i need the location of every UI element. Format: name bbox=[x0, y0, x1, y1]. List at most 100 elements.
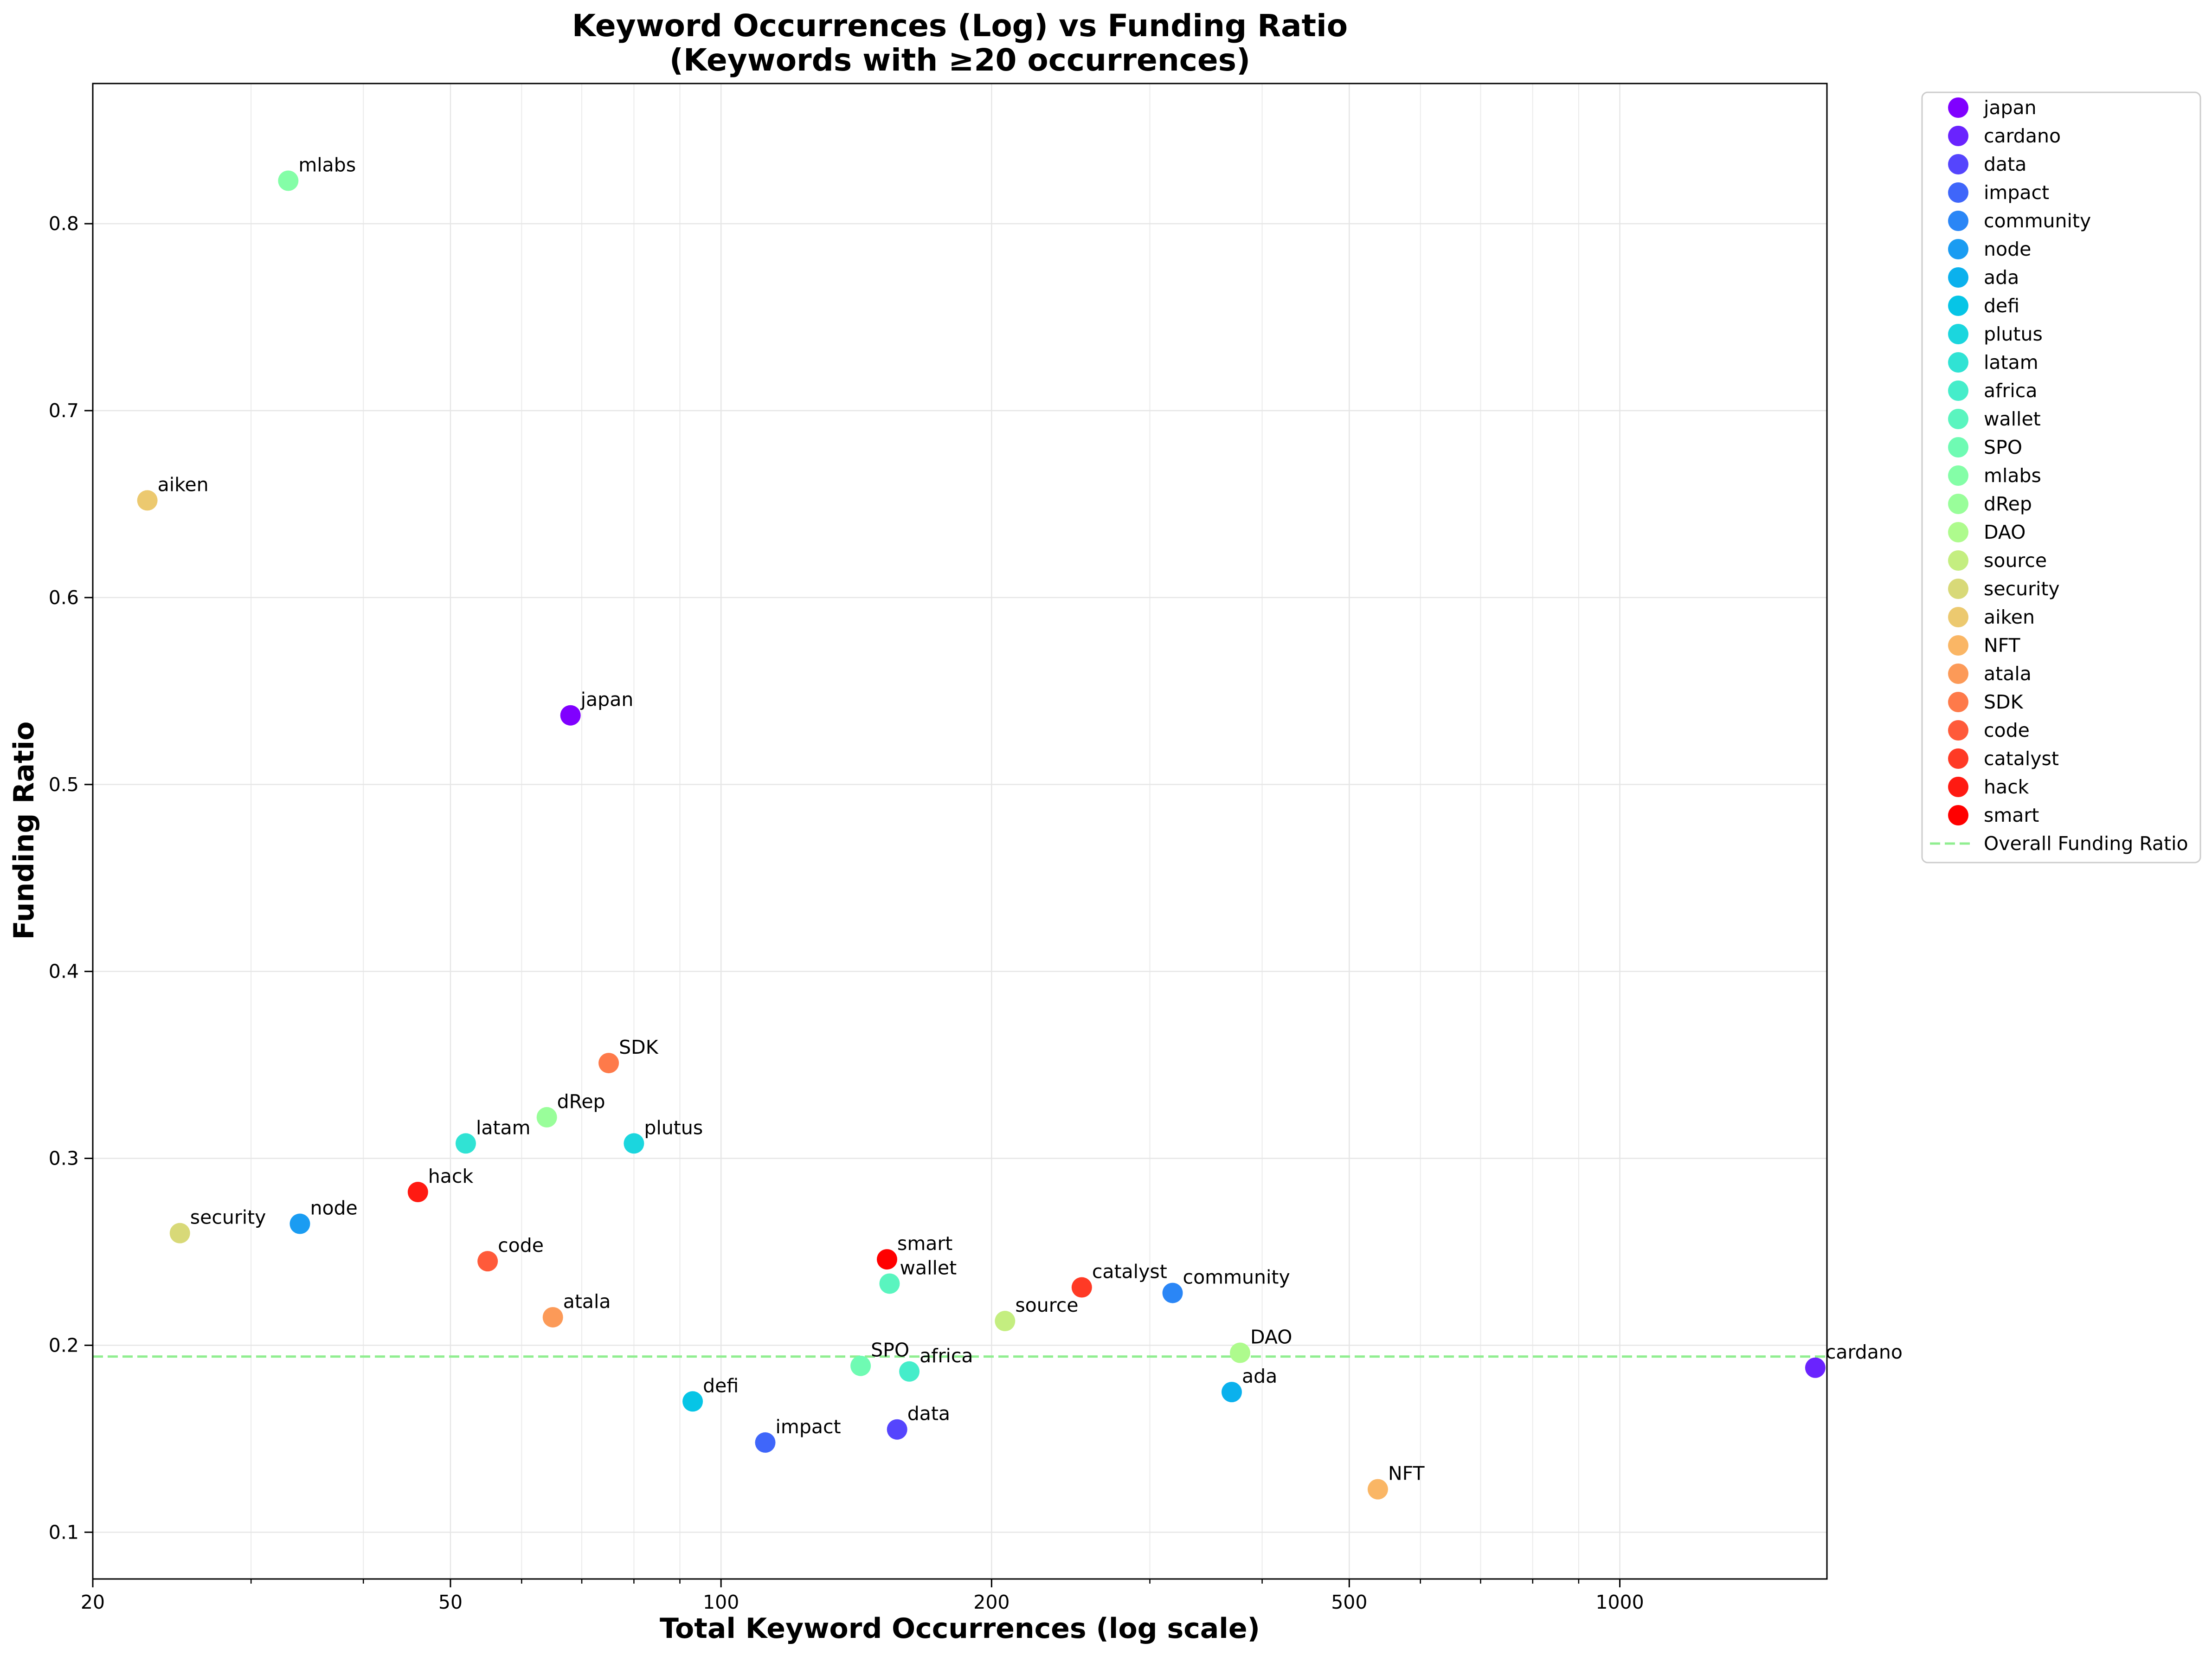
legend-label-ada: ada bbox=[1984, 266, 2019, 289]
legend-label-japan: japan bbox=[1983, 97, 2037, 119]
legend-marker-spo bbox=[1948, 437, 1968, 457]
point-security bbox=[169, 1223, 190, 1244]
data-points bbox=[137, 170, 1826, 1500]
point-label-ada: ada bbox=[1242, 1365, 1277, 1387]
point-mlabs bbox=[278, 170, 299, 191]
point-label-mlabs: mlabs bbox=[298, 154, 356, 176]
point-data bbox=[887, 1419, 907, 1440]
point-nft bbox=[1367, 1479, 1388, 1500]
x-tick-label: 200 bbox=[973, 1591, 1010, 1613]
y-tick-label: 0.7 bbox=[49, 400, 79, 422]
point-latam bbox=[455, 1133, 476, 1154]
legend-label-aiken: aiken bbox=[1984, 606, 2035, 628]
legend-marker-data bbox=[1948, 154, 1968, 174]
y-axis-label: Funding Ratio bbox=[8, 722, 40, 940]
point-label-latam: latam bbox=[476, 1116, 531, 1139]
x-tick-label: 500 bbox=[1331, 1591, 1367, 1613]
point-label-smart: smart bbox=[897, 1232, 952, 1255]
point-community bbox=[1162, 1282, 1183, 1303]
x-axis-ticks: 20 50 100 200 500 1000 bbox=[81, 1579, 1644, 1613]
point-label-japan: japan bbox=[580, 689, 634, 711]
legend-marker-latam bbox=[1948, 352, 1968, 373]
point-label-wallet: wallet bbox=[900, 1256, 957, 1279]
point-label-catalyst: catalyst bbox=[1092, 1261, 1167, 1283]
legend-marker-hack bbox=[1948, 777, 1968, 797]
x-tick-label: 100 bbox=[703, 1591, 739, 1613]
point-defi bbox=[682, 1391, 703, 1412]
legend-marker-node bbox=[1948, 239, 1968, 259]
plot-frame bbox=[92, 83, 1828, 1580]
legend-label-defi: defi bbox=[1984, 295, 2019, 317]
legend-label-dao: DAO bbox=[1984, 521, 2026, 543]
point-labels: japan cardano data impact community node ada de… bbox=[158, 154, 1903, 1484]
legend-label-hack: hack bbox=[1984, 776, 2029, 798]
legend-label-spo: SPO bbox=[1984, 436, 2022, 458]
point-drep bbox=[536, 1107, 557, 1128]
point-label-defi: defi bbox=[703, 1374, 739, 1397]
legend-label-node: node bbox=[1984, 238, 2031, 260]
legend: japan cardano data impact community node ada de… bbox=[1921, 91, 2201, 863]
legend-label-catalyst: catalyst bbox=[1984, 747, 2059, 770]
legend-label-mlabs: mlabs bbox=[1984, 464, 2041, 487]
legend-marker-source bbox=[1948, 550, 1968, 571]
point-hack bbox=[407, 1182, 428, 1203]
legend-label-code: code bbox=[1984, 719, 2030, 741]
legend-label-latam: latam bbox=[1984, 351, 2038, 374]
legend-marker-dao bbox=[1948, 522, 1968, 542]
legend-marker-smart bbox=[1948, 805, 1968, 825]
point-label-community: community bbox=[1183, 1266, 1290, 1289]
legend-label-plutus: plutus bbox=[1984, 323, 2043, 345]
point-label-data: data bbox=[907, 1403, 950, 1425]
legend-marker-mlabs bbox=[1948, 465, 1968, 486]
legend-label-data: data bbox=[1984, 153, 2026, 175]
point-label-nft: NFT bbox=[1388, 1463, 1425, 1485]
point-label-drep: dRep bbox=[557, 1090, 605, 1113]
legend-label-cardano: cardano bbox=[1984, 125, 2061, 147]
legend-label-community: community bbox=[1984, 210, 2091, 232]
point-source bbox=[995, 1311, 1016, 1332]
point-label-spo: SPO bbox=[871, 1339, 909, 1361]
legend-label-atala: atala bbox=[1984, 663, 2032, 685]
legend-marker-defi bbox=[1948, 296, 1968, 316]
y-axis-ticks: 0.1 0.2 0.3 0.4 0.5 0.6 0.7 0.8 bbox=[49, 213, 93, 1543]
point-spo bbox=[850, 1355, 871, 1376]
legend-label-wallet: wallet bbox=[1984, 408, 2041, 430]
point-label-impact: impact bbox=[776, 1416, 841, 1438]
point-label-source: source bbox=[1015, 1294, 1078, 1316]
y-tick-label: 0.6 bbox=[49, 586, 79, 609]
y-tick-label: 0.1 bbox=[49, 1521, 79, 1543]
point-label-cardano: cardano bbox=[1826, 1341, 1903, 1363]
point-label-dao: DAO bbox=[1250, 1326, 1292, 1348]
point-label-sdk: SDK bbox=[619, 1036, 659, 1058]
point-aiken bbox=[137, 490, 158, 511]
point-label-aiken: aiken bbox=[158, 473, 209, 496]
legend-marker-atala bbox=[1948, 664, 1968, 684]
point-africa bbox=[899, 1361, 920, 1382]
point-dao bbox=[1229, 1342, 1250, 1363]
legend-label-africa: africa bbox=[1984, 380, 2037, 402]
y-tick-label: 0.2 bbox=[49, 1334, 79, 1356]
y-tick-label: 0.4 bbox=[49, 960, 79, 983]
legend-marker-impact bbox=[1948, 182, 1968, 203]
legend-marker-catalyst bbox=[1948, 748, 1968, 769]
legend-frame bbox=[1921, 91, 2201, 863]
legend-marker-wallet bbox=[1948, 409, 1968, 429]
legend-marker-sdk bbox=[1948, 692, 1968, 712]
point-smart bbox=[876, 1249, 897, 1270]
legend-marker-code bbox=[1948, 720, 1968, 741]
legend-label-security: security bbox=[1984, 578, 2060, 600]
point-wallet bbox=[879, 1273, 900, 1294]
x-tick-label: 20 bbox=[81, 1591, 105, 1613]
point-impact bbox=[755, 1432, 776, 1453]
x-axis-label: Total Keyword Occurrences (log scale) bbox=[660, 1612, 1260, 1645]
legend-marker-japan bbox=[1948, 97, 1968, 118]
legend-marker-africa bbox=[1948, 380, 1968, 401]
point-label-security: security bbox=[190, 1206, 266, 1229]
point-label-atala: atala bbox=[563, 1290, 611, 1313]
point-japan bbox=[560, 705, 581, 726]
legend-label-nft: NFT bbox=[1984, 634, 2021, 657]
point-label-plutus: plutus bbox=[644, 1116, 703, 1139]
point-plutus bbox=[624, 1133, 644, 1154]
